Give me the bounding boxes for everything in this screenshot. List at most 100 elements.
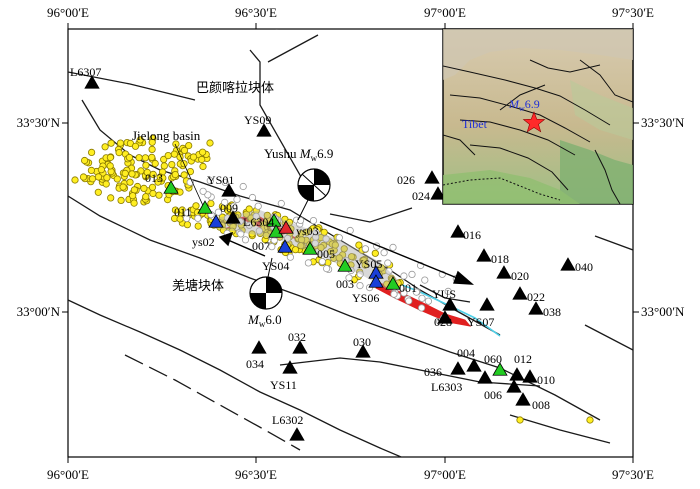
earthquake-yellow (131, 142, 140, 150)
lon-label-bottom-97-00: 97°00′E (424, 467, 466, 482)
station-marker-YS06 (368, 274, 384, 288)
earthquake-yellow (164, 152, 172, 160)
coordinate-labels: 96°00′E 96°30′E 97°00′E 97°30′E 96°00′E … (17, 5, 685, 482)
station-labels: L6307 YS09 YS01 009 011 013 L6304 007 ys… (70, 65, 593, 427)
earthquake-yellow (171, 171, 179, 179)
station-marker-006 (506, 379, 522, 393)
seismic-stations (84, 75, 576, 441)
earthquake-gray (214, 208, 222, 216)
earthquake-yellow (148, 183, 157, 191)
earthquake-gray (254, 202, 262, 210)
earthquake-yellow (128, 170, 136, 178)
lon-label-top-97-00: 97°00′E (424, 5, 466, 20)
station-label-018: 018 (491, 252, 509, 266)
station-label-010: 010 (537, 373, 555, 387)
lon-label-top-96-30: 96°30′E (235, 5, 277, 20)
earthquake-yellow (142, 193, 150, 201)
station-marker-038 (528, 301, 544, 315)
station-label-060: 060 (484, 352, 502, 366)
station-label-026: 026 (397, 173, 415, 187)
earthquake-gray (237, 230, 245, 238)
earthquake-yellow (136, 136, 144, 144)
earthquake-gray (283, 234, 292, 242)
earthquake-gray (296, 216, 305, 224)
station-label-011: 011 (174, 205, 192, 219)
earthquake-yellow (130, 199, 138, 207)
earthquake-gray (421, 276, 429, 284)
earthquake-yellow (148, 138, 156, 146)
earthquake-yellow (107, 139, 115, 147)
station-marker-YUS (442, 297, 458, 311)
station-label-016: 016 (463, 228, 481, 242)
earthquake-yellow (149, 170, 157, 178)
station-marker-YS04 (277, 239, 293, 253)
earthquake-yellow (371, 249, 379, 257)
earthquake-yellow (317, 244, 325, 252)
earthquake-gray (268, 243, 276, 251)
rupture-zone (212, 210, 400, 292)
earthquake-yellow (81, 156, 89, 165)
lon-label-top-96-00: 96°00′E (47, 5, 89, 20)
earthquake-yellow (206, 139, 214, 147)
station-label-009: 009 (220, 201, 238, 215)
earthquake-gray (309, 217, 318, 225)
earthquake-gray (233, 195, 241, 203)
earthquake-gray (405, 297, 413, 305)
earthquake-gray (221, 198, 229, 206)
station-label-038: 038 (543, 305, 561, 319)
rupture-arrows (218, 221, 475, 285)
aftershock-label: Mw6.0 (247, 312, 282, 329)
basin-leader (174, 143, 206, 211)
earthquake-yellow (178, 206, 186, 214)
station-marker-030 (355, 344, 371, 358)
earthquake-gray (241, 236, 250, 244)
earthquake-yellow (94, 173, 103, 181)
station-marker-016 (450, 224, 466, 238)
earthquake-gray (356, 281, 364, 290)
mainshock-leader (297, 199, 309, 221)
station-marker-024 (430, 186, 446, 200)
earthquake-yellow (149, 189, 157, 198)
station-marker-020 (496, 265, 512, 279)
station-label-032: 032 (288, 330, 306, 344)
earthquake-yellow (207, 199, 215, 208)
earthquake-yellow (331, 241, 339, 249)
earthquake-yellow (327, 248, 335, 256)
earthquake-yellow (347, 253, 356, 261)
station-label-020: 020 (511, 269, 529, 283)
earthquake-yellow (148, 153, 156, 161)
earthquake-gray (380, 249, 388, 257)
earthquake-yellow (97, 166, 106, 174)
station-marker-010 (522, 369, 538, 383)
station-label-YUS: YUS (432, 287, 456, 301)
focal-mechanism-aftershock (249, 276, 283, 310)
station-marker-ys02 (208, 214, 224, 228)
earthquake-yellow (113, 175, 121, 183)
station-marker-008 (515, 392, 531, 406)
earthquake-gray (204, 191, 212, 199)
station-label-L6302: L6302 (272, 413, 303, 427)
earthquake-gray (444, 287, 452, 295)
station-marker-028 (437, 310, 453, 324)
earthquake-yellow (168, 161, 176, 169)
inset-tibet-label: Tibet (462, 117, 488, 131)
earthquake-gray (322, 235, 330, 243)
station-label-L6307: L6307 (70, 65, 101, 79)
lat-label-left-33-00: 33°00′N (17, 304, 61, 319)
earthquake-yellow (361, 261, 369, 269)
earthquake-gray (239, 182, 247, 191)
aftershock-leader (267, 257, 273, 278)
earthquake-gray (286, 253, 294, 261)
earthquake-yellow (130, 186, 138, 194)
earthquake-yellow (180, 146, 189, 154)
station-marker-007 (268, 224, 284, 238)
earthquake-yellow (160, 162, 168, 170)
inset-eq-label: Mw6.9 (508, 97, 540, 113)
earthquake-gray (412, 288, 420, 296)
earthquake-yellow (115, 149, 123, 157)
station-label-YS06: YS06 (352, 291, 379, 305)
earthquake-yellow (335, 254, 343, 262)
earthquake-gray (389, 243, 397, 251)
station-marker-L6304 (266, 213, 282, 227)
